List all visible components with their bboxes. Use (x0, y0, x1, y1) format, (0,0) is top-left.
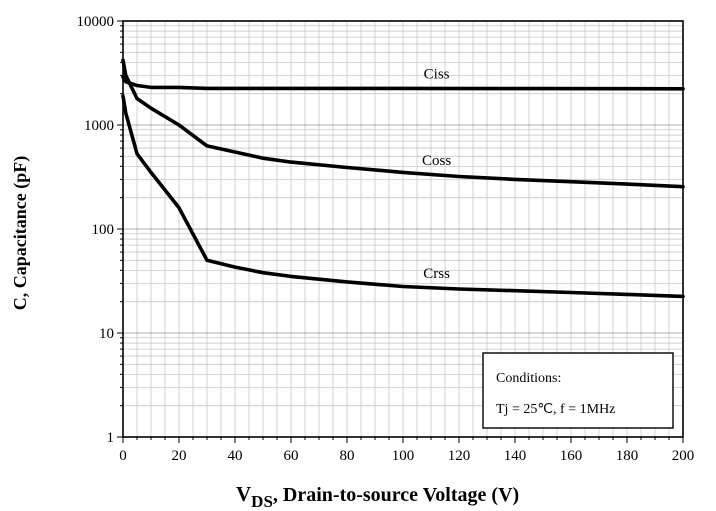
y-tick-label: 10 (99, 326, 114, 342)
y-tick-label: 1 (107, 430, 115, 446)
y-axis-title: C, Capacitance (pF) (10, 156, 31, 310)
axis-ticks: 0 20 40 60 80 100 120 140 160 180 200 1 10 100 1000 100… (77, 14, 695, 464)
conditions-box: Conditions: Tj = 25℃, f = 1MHz (482, 352, 674, 429)
x-axis-title-rest: , Drain-to-source Voltage (V) (273, 484, 519, 506)
x-tick-label: 180 (616, 448, 639, 464)
series-line-crss (121, 94, 685, 299)
series-label-ciss: Ciss (424, 66, 450, 82)
x-tick-label: 80 (340, 448, 355, 464)
x-tick-label: 140 (504, 448, 527, 464)
series-lines (121, 58, 685, 299)
y-tick-label: 1000 (84, 118, 114, 134)
series-label-coss: Coss (422, 153, 451, 169)
x-tick-label: 60 (284, 448, 299, 464)
y-tick-label: 10000 (77, 14, 115, 30)
series-label-crss: Crss (423, 266, 450, 282)
x-tick-label: 120 (448, 448, 471, 464)
x-tick-label: 200 (672, 448, 695, 464)
x-tick-label: 20 (172, 448, 187, 464)
x-tick-label: 0 (119, 448, 127, 464)
conditions-box-frame (482, 352, 674, 429)
y-tick-label: 100 (92, 222, 115, 238)
conditions-title: Conditions: (496, 371, 561, 386)
x-axis-title: VDS, Drain-to-source Voltage (V) (236, 482, 519, 511)
conditions-text: Tj = 25℃, f = 1MHz (496, 402, 615, 417)
x-tick-label: 40 (228, 448, 243, 464)
series-line-coss (121, 58, 685, 189)
x-axis-title-main: V (236, 482, 251, 506)
x-tick-label: 160 (560, 448, 583, 464)
x-axis-title-subscript: DS (251, 492, 273, 511)
series-labels: Ciss Coss Crss (422, 66, 451, 282)
x-tick-label: 100 (392, 448, 415, 464)
